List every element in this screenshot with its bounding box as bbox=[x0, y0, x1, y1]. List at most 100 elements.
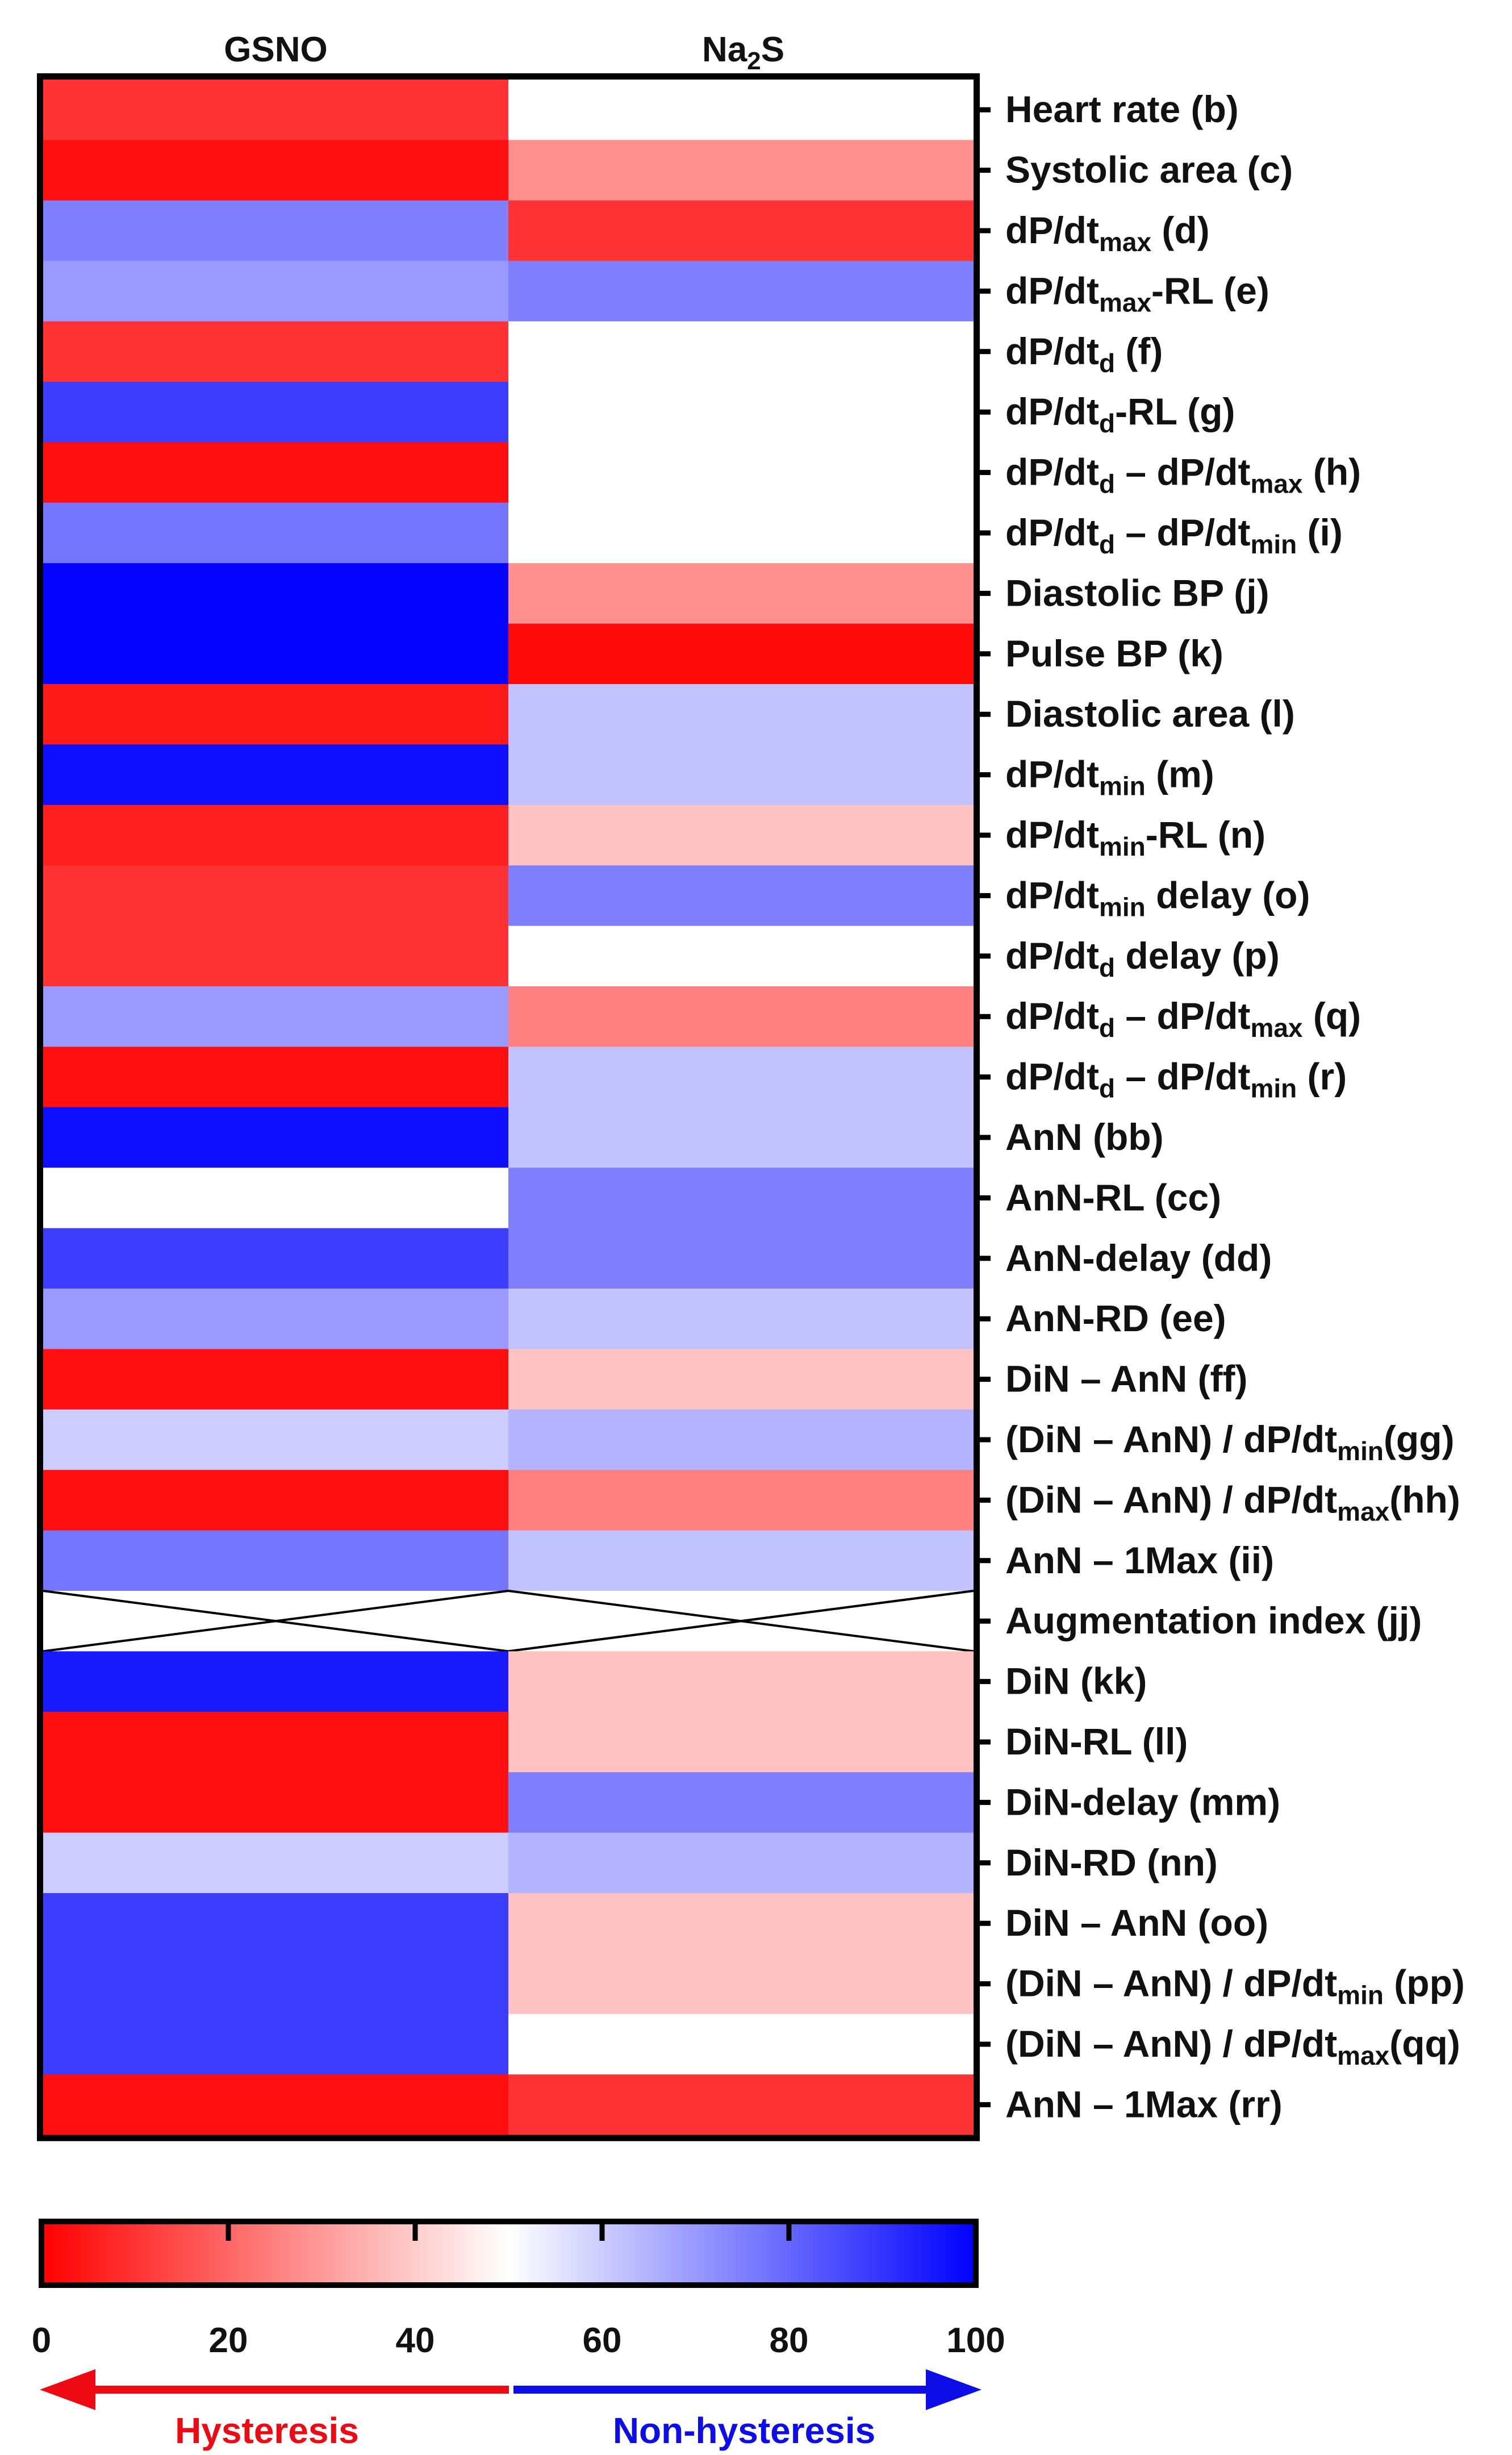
row-label-din-ann-ff: DiN – AnN (ff) bbox=[1005, 1358, 1248, 1400]
heatmap-cell bbox=[43, 1953, 508, 2015]
heatmap-cell bbox=[508, 1047, 974, 1108]
heatmap-cell bbox=[43, 805, 508, 866]
heatmap-cell bbox=[43, 321, 508, 382]
column-header-gsno: GSNO bbox=[224, 30, 328, 69]
heatmap-cell bbox=[508, 1832, 974, 1894]
row-label-ann-delay-dd: AnN-delay (dd) bbox=[1005, 1237, 1272, 1279]
heatmap-cell bbox=[508, 744, 974, 806]
row-label-dp-dtmax-rl-e: dP/dtmax-RL (e) bbox=[1005, 269, 1269, 317]
heatmap-cell bbox=[508, 442, 974, 503]
heatmap-cell bbox=[508, 1953, 974, 2015]
colorbar-gradient bbox=[39, 2219, 979, 2288]
heatmap-cell bbox=[508, 1168, 974, 1229]
heatmap-cell bbox=[508, 321, 974, 382]
heatmap-cell bbox=[508, 1289, 974, 1349]
heatmap-cell bbox=[43, 1168, 508, 1229]
row-label-din-rd-nn: DiN-RD (nn) bbox=[1005, 1841, 1218, 1883]
row-label-ann-1max-ii: AnN – 1Max (ii) bbox=[1005, 1539, 1274, 1581]
heatmap-cell bbox=[508, 986, 974, 1047]
heatmap-cell bbox=[508, 1107, 974, 1168]
heatmap-cell bbox=[508, 1470, 974, 1531]
heatmap-cell bbox=[508, 805, 974, 866]
legend-arrows: Hysteresis Non-hysteresis bbox=[40, 2369, 981, 2451]
heatmap-cell bbox=[43, 986, 508, 1047]
row-label-dp-dtd-rl-g: dP/dtd-RL (g) bbox=[1005, 390, 1235, 438]
row-label-pulse-bp-k: Pulse BP (k) bbox=[1005, 632, 1223, 674]
colorbar-tick-label: 60 bbox=[583, 2321, 622, 2360]
heatmap-cell bbox=[508, 684, 974, 745]
row-label-dp-dtmin-m: dP/dtmin (m) bbox=[1005, 753, 1214, 801]
row-label-din-ann-dp-dtmax-hh: (DiN – AnN) / dP/dtmax(hh) bbox=[1005, 1478, 1460, 1526]
heatmap-cell bbox=[43, 140, 508, 201]
missing-cross-line bbox=[508, 1590, 974, 1653]
row-label-dp-dtd-dp-dtmin-r: dP/dtd – dP/dtmin (r) bbox=[1005, 1056, 1347, 1103]
heatmap-cell bbox=[508, 1409, 974, 1470]
heatmap-cell bbox=[508, 382, 974, 443]
heatmap-cell bbox=[508, 200, 974, 261]
heatmap-frame bbox=[37, 73, 980, 2141]
heatmap-cell bbox=[508, 80, 974, 140]
column-header-na2s: Na2S bbox=[702, 30, 784, 75]
heatmap-cell bbox=[43, 1047, 508, 1108]
heatmap-cell bbox=[43, 80, 508, 140]
missing-cross-line bbox=[43, 1590, 509, 1653]
heatmap-cell bbox=[43, 382, 508, 443]
heatmap-cell bbox=[508, 2074, 974, 2136]
row-label-dp-dtd-dp-dtmax-q: dP/dtd – dP/dtmax (q) bbox=[1005, 995, 1361, 1043]
heatmap-cell bbox=[43, 1228, 508, 1289]
row-label-ann-bb: AnN (bb) bbox=[1005, 1116, 1164, 1158]
heatmap-cell bbox=[508, 1651, 974, 1712]
heatmap-cell bbox=[43, 1711, 508, 1773]
heatmap-cell bbox=[43, 1893, 508, 1954]
row-label-din-delay-mm: DiN-delay (mm) bbox=[1005, 1781, 1280, 1823]
row-label-dp-dtd-dp-dtmin-i: dP/dtd – dP/dtmin (i) bbox=[1005, 511, 1343, 559]
heatmap-cell bbox=[43, 684, 508, 745]
colorbar-tick-label: 40 bbox=[396, 2321, 435, 2360]
colorbar-tick-label: 20 bbox=[209, 2321, 248, 2360]
row-label-dp-dtd-delay-p: dP/dtd delay (p) bbox=[1005, 935, 1280, 982]
heatmap-cell bbox=[43, 1107, 508, 1168]
row-label-ann-rl-cc: AnN-RL (cc) bbox=[1005, 1176, 1221, 1218]
heatmap-cell bbox=[508, 865, 974, 927]
heatmap-cell bbox=[43, 563, 508, 624]
heatmap-cell bbox=[43, 926, 508, 987]
heatmap-cell bbox=[508, 563, 974, 624]
non-hysteresis-label: Non-hysteresis bbox=[613, 2410, 875, 2451]
heatmap-cell bbox=[508, 1772, 974, 1833]
column-headers: GSNO Na2S bbox=[224, 30, 784, 75]
colorbar: 0 20 40 60 80 100 bbox=[32, 2219, 1005, 2360]
colorbar-tick-label: 0 bbox=[32, 2321, 51, 2360]
heatmap-cell bbox=[43, 865, 508, 927]
heatmap-cell bbox=[508, 2014, 974, 2075]
heatmap-cell bbox=[43, 2074, 508, 2136]
heatmap-cell bbox=[508, 623, 974, 685]
row-label-augmentation-index-jj: Augmentation index (jj) bbox=[1005, 1599, 1422, 1641]
row-labels: Heart rate (b) Systolic area (c) dP/dtmax … bbox=[1005, 88, 1465, 2125]
heatmap-cell bbox=[43, 1651, 508, 1712]
colorbar-tick-label: 80 bbox=[770, 2321, 809, 2360]
hysteresis-label: Hysteresis bbox=[175, 2410, 359, 2451]
heatmap-cell bbox=[508, 502, 974, 564]
row-label-din-ann-dp-dtmin-pp: (DiN – AnN) / dP/dtmin (pp) bbox=[1005, 1962, 1465, 2010]
heatmap-cell bbox=[508, 926, 974, 987]
heatmap-cell bbox=[43, 1349, 508, 1410]
row-label-dp-dtmin-delay-o: dP/dtmin delay (o) bbox=[1005, 874, 1310, 922]
heatmap-cell bbox=[43, 200, 508, 261]
row-label-ann-rd-ee: AnN-RD (ee) bbox=[1005, 1297, 1226, 1339]
heatmap-cell bbox=[43, 261, 508, 322]
heatmap-cell bbox=[43, 1772, 508, 1833]
row-label-systolic-area-c: Systolic area (c) bbox=[1005, 149, 1293, 191]
heatmap-cell bbox=[508, 140, 974, 201]
heatmap-cell bbox=[43, 2014, 508, 2075]
row-label-din-ann-oo: DiN – AnN (oo) bbox=[1005, 1902, 1268, 1944]
colorbar-tick-label: 100 bbox=[946, 2321, 1005, 2360]
heatmap-cell bbox=[43, 1530, 508, 1591]
heatmap-cell bbox=[43, 502, 508, 564]
heatmap-cell bbox=[43, 1409, 508, 1470]
non-hysteresis-arrow-head bbox=[926, 2369, 981, 2410]
row-label-din-kk: DiN (kk) bbox=[1005, 1660, 1147, 1702]
row-label-din-ann-dp-dtmin-gg: (DiN – AnN) / dP/dtmin(gg) bbox=[1005, 1418, 1455, 1466]
heatmap-cell bbox=[508, 1228, 974, 1289]
heatmap-cell bbox=[43, 442, 508, 503]
